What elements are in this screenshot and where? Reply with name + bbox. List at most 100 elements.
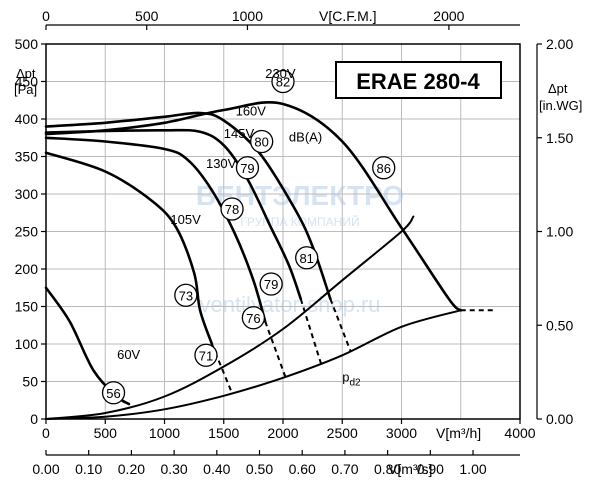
bottom-tick-label: 0 bbox=[42, 425, 50, 441]
right-axis: 0.00 0.50 1.00 1.50 2.00 Δpt [in.WG] bbox=[536, 36, 582, 427]
db-marker-label: 82 bbox=[276, 75, 290, 90]
series-160v bbox=[44, 111, 332, 301]
curve-label: dB(A) bbox=[289, 130, 322, 145]
chart-title: ERAE 280-4 bbox=[356, 69, 480, 94]
db-marker-label: 81 bbox=[299, 251, 313, 266]
second-tick-label: 0.60 bbox=[289, 461, 316, 477]
pd2-label-subscript: d2 bbox=[349, 378, 361, 389]
dashed-160v bbox=[329, 298, 352, 352]
bottom-tick-label: 500 bbox=[94, 425, 118, 441]
right-tick-label: 1.00 bbox=[546, 224, 573, 240]
db-marker bbox=[259, 272, 283, 296]
bottom-tick-label: 1500 bbox=[208, 425, 239, 441]
annotation-layer: 82 80 86 79 78 81 79 73 76 71 56 230V 160V 145V 130V 10… bbox=[101, 66, 396, 405]
top-tick-label: 2000 bbox=[433, 8, 464, 24]
right-tick-label: 2.00 bbox=[546, 36, 573, 52]
bottom-tick-label: 2000 bbox=[267, 425, 298, 441]
left-tick-label: 500 bbox=[15, 36, 39, 52]
series-system bbox=[45, 215, 415, 420]
left-tick-label: 100 bbox=[15, 336, 39, 352]
bottom-axis-label: V[m³/h] bbox=[436, 425, 481, 441]
grid bbox=[46, 43, 520, 420]
right-axis-title: Δpt bbox=[548, 81, 568, 96]
db-marker bbox=[235, 156, 260, 180]
series-105v bbox=[44, 151, 214, 346]
top-tick-label: 500 bbox=[135, 8, 159, 24]
left-tick-label: 400 bbox=[15, 111, 39, 127]
db-marker bbox=[271, 69, 295, 94]
db-marker bbox=[295, 246, 319, 270]
db-marker-label: 73 bbox=[179, 288, 193, 303]
second-tick-label: 0.30 bbox=[160, 461, 187, 477]
second-axis: 0.00 0.10 0.20 0.30 0.40 0.50 0.60 0.70 0.80 0.90… bbox=[32, 450, 520, 477]
series-130v bbox=[44, 136, 267, 323]
db-marker bbox=[250, 129, 274, 154]
left-tick-label: 0 bbox=[30, 411, 38, 427]
db-marker-label: 76 bbox=[246, 311, 260, 326]
second-axis-label: V[m³/s] bbox=[388, 461, 432, 477]
db-marker-label: 80 bbox=[254, 135, 268, 150]
db-marker bbox=[220, 197, 244, 221]
left-tick-label: 250 bbox=[15, 224, 39, 240]
left-tick-label: 50 bbox=[22, 374, 38, 390]
curve-label: 130V bbox=[206, 156, 237, 171]
title-box: ERAE 280-4 bbox=[335, 61, 502, 99]
left-axis-unit: [Pa] bbox=[14, 82, 37, 97]
bottom-tick-label: 1000 bbox=[149, 425, 180, 441]
left-tick-label: 300 bbox=[15, 186, 39, 202]
second-tick-label: 0.20 bbox=[118, 461, 145, 477]
db-marker-label: 56 bbox=[106, 386, 120, 401]
series-layer bbox=[44, 101, 494, 420]
curve-label: 105V bbox=[170, 212, 201, 227]
db-marker-label: 86 bbox=[376, 161, 390, 176]
dashed-145v bbox=[299, 298, 322, 364]
db-marker-label: 79 bbox=[240, 161, 254, 176]
db-marker-label: 71 bbox=[199, 348, 213, 363]
left-axis: 0 50 100 150 200 250 300 350 400 450 500 Δpt [Pa] bbox=[14, 36, 46, 427]
top-tick-label: 1000 bbox=[232, 8, 263, 24]
second-tick-label: 1.00 bbox=[459, 461, 486, 477]
left-tick-label: 150 bbox=[15, 299, 39, 315]
second-tick-label: 0.10 bbox=[75, 461, 102, 477]
db-marker bbox=[372, 156, 396, 180]
right-tick-label: 1.50 bbox=[546, 130, 573, 146]
second-tick-label: 0.50 bbox=[246, 461, 273, 477]
watermark-url: ventilyator-shop.ru bbox=[200, 292, 381, 317]
curve-label: 60V bbox=[117, 347, 140, 362]
series-145v bbox=[44, 128, 303, 301]
top-axis: 0 500 1000 2000 V[C.F.M.] bbox=[42, 8, 520, 30]
left-axis-title: Δpt bbox=[16, 66, 36, 81]
curve-label: 230V bbox=[265, 66, 296, 81]
db-marker-label: 78 bbox=[225, 202, 239, 217]
left-tick-label: 450 bbox=[15, 74, 39, 90]
db-marker bbox=[101, 381, 126, 405]
pd2-label: pd2 bbox=[342, 370, 361, 389]
db-marker bbox=[174, 283, 198, 307]
top-tick-label: 0 bbox=[42, 8, 50, 24]
right-axis-unit: [in.WG] bbox=[539, 98, 582, 113]
second-tick-label: 0.40 bbox=[203, 461, 230, 477]
dashed-130v bbox=[264, 321, 287, 378]
db-marker bbox=[194, 343, 218, 367]
curve-label: 160V bbox=[236, 103, 267, 118]
curve-label: 145V bbox=[224, 126, 255, 141]
series-230v bbox=[44, 101, 463, 312]
bottom-tick-label: 3000 bbox=[386, 425, 417, 441]
db-marker bbox=[241, 306, 266, 330]
bottom-tick-label: 4000 bbox=[504, 425, 535, 441]
bottom-tick-label: 2500 bbox=[327, 425, 358, 441]
top-axis-label: V[C.F.M.] bbox=[319, 8, 377, 24]
bottom-axis: 0 500 1000 1500 2000 2500 3000 4000 V[m³/h] bbox=[42, 419, 536, 441]
second-tick-label: 0.80 bbox=[374, 461, 401, 477]
second-tick-label: 0.70 bbox=[331, 461, 358, 477]
left-tick-label: 200 bbox=[15, 261, 39, 277]
series-pd2 bbox=[45, 309, 462, 420]
right-tick-label: 0.50 bbox=[546, 317, 573, 333]
right-tick-label: 0.00 bbox=[546, 411, 573, 427]
left-tick-label: 350 bbox=[15, 149, 39, 165]
pd2-label-text: p bbox=[342, 370, 349, 385]
db-marker-label: 79 bbox=[264, 277, 278, 292]
second-tick-label: 0.90 bbox=[417, 461, 444, 477]
second-tick-label: 0.00 bbox=[32, 461, 59, 477]
